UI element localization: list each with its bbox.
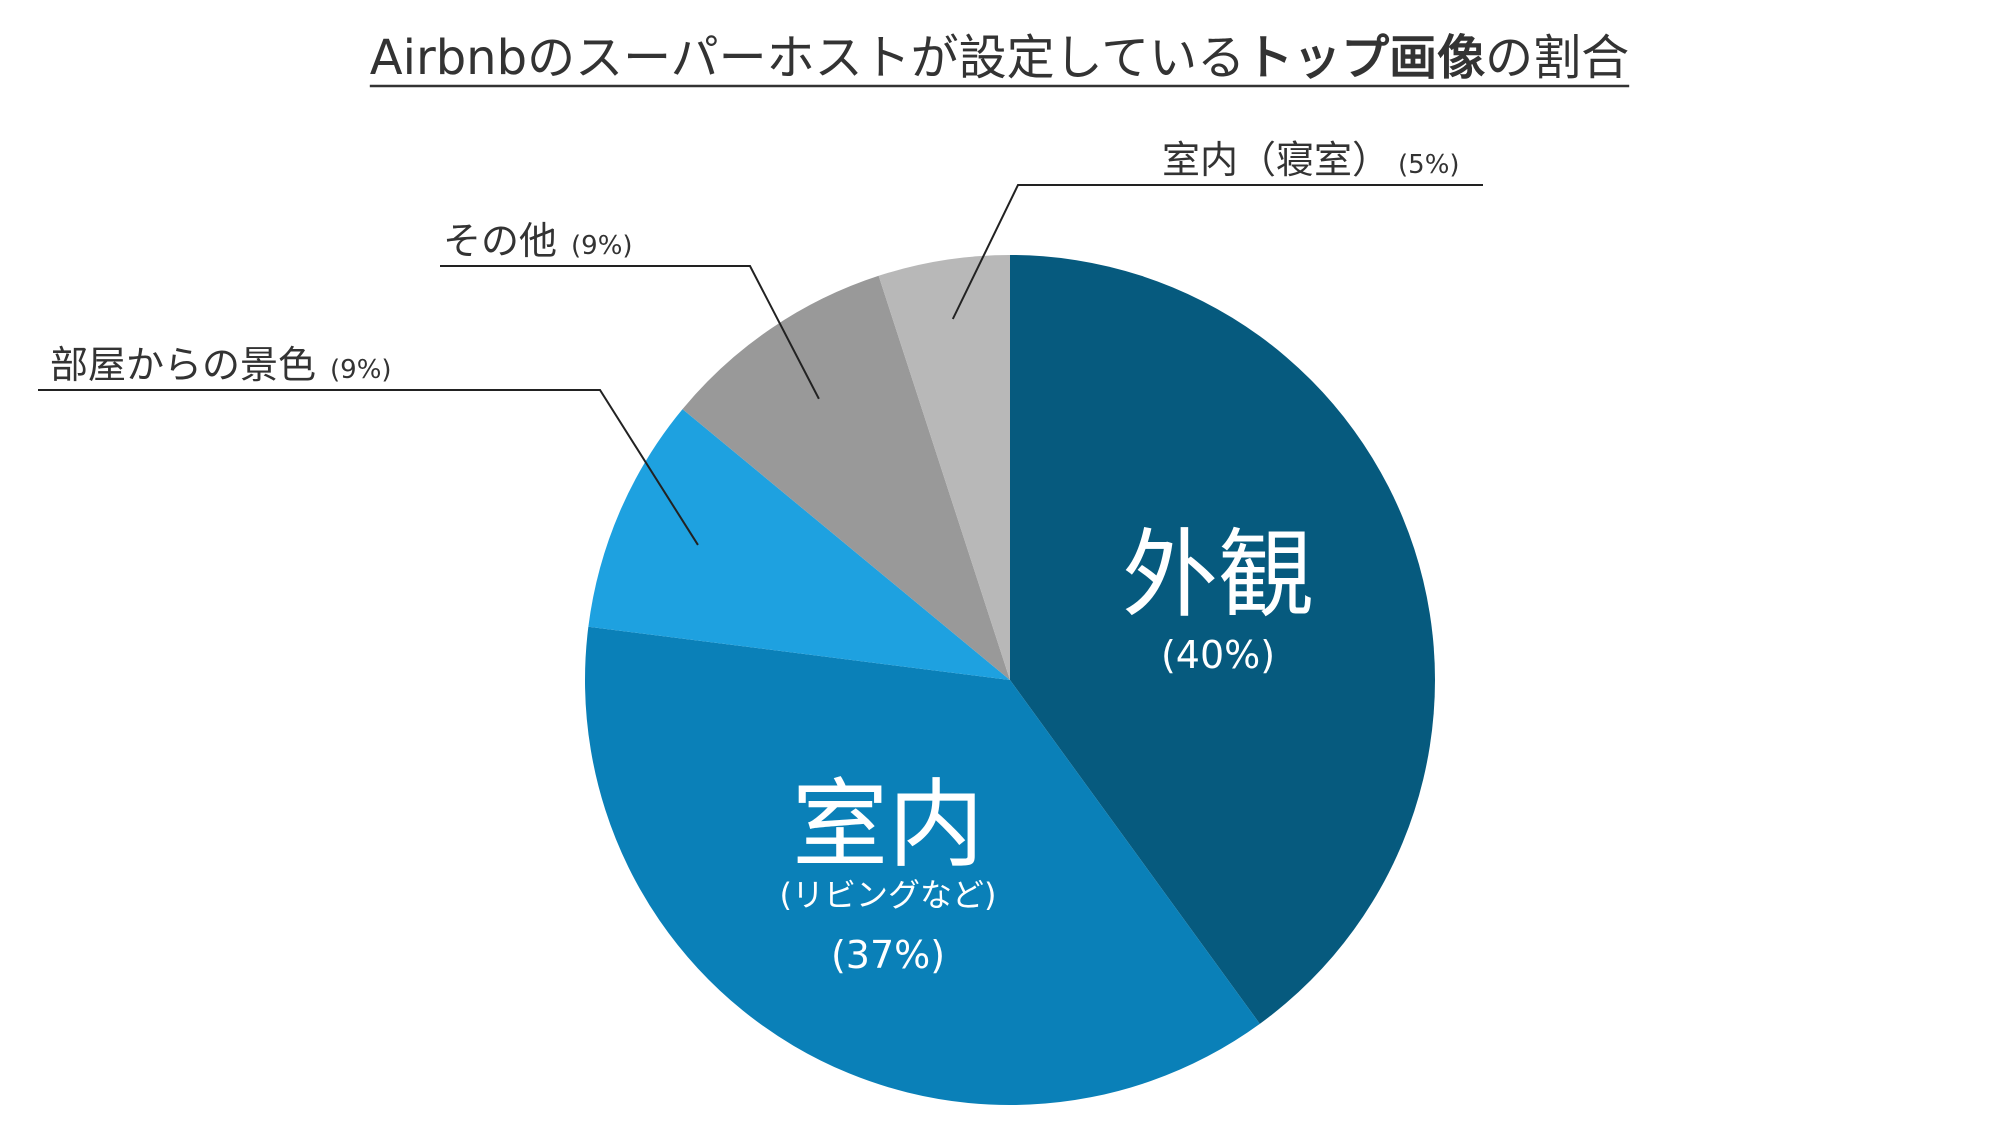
slice-percent-label: (40%) <box>1161 633 1275 677</box>
slice-label: 部屋からの景色 <box>50 343 316 387</box>
chart-title-part: Airbnbのスーパーホストが設定している <box>370 30 1245 86</box>
pie-slice <box>682 275 1010 680</box>
slice-percent-label: (9%) <box>330 355 392 385</box>
slice-percent-label: (5%) <box>1398 150 1460 180</box>
pie-slice <box>1010 255 1435 1024</box>
slice-label: 外観 <box>1122 519 1314 631</box>
slice-labels: 外観(40%) 室内(リビングなど) (37%) 部屋からの景色 (9%) その他 (9%)… <box>38 138 1483 977</box>
pie-slice <box>585 626 1260 1105</box>
chart-title: Airbnbのスーパーホストが設定しているトップ画像の割合 <box>370 30 1629 86</box>
slice-percent-label: (37%) <box>831 933 945 977</box>
pie-slice <box>588 409 1010 680</box>
slice-label: その他 <box>443 219 557 263</box>
slice-label: 室内（寝室） <box>1162 138 1390 182</box>
leader-line <box>951 184 1483 320</box>
leader-line <box>38 389 699 546</box>
chart-title-group: Airbnbのスーパーホストが設定しているトップ画像の割合 <box>369 30 1630 88</box>
leader-line <box>440 265 820 400</box>
pie-slice <box>878 255 1010 680</box>
pie-slices <box>585 255 1435 1105</box>
slice-percent-label: (9%) <box>571 231 633 261</box>
chart-title-part: の割合 <box>1485 30 1629 86</box>
slice-sublabel: (リビングなど) <box>780 876 997 914</box>
slice-label: 室内 <box>792 769 984 881</box>
chart-title-part: トップ画像 <box>1245 30 1485 86</box>
